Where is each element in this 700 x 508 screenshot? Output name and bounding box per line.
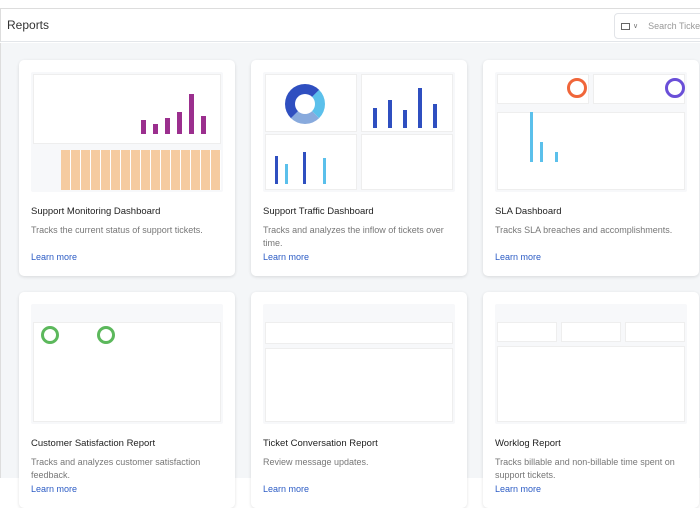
card-title: Support Traffic Dashboard [263,206,374,217]
search-box[interactable]: ∨ Search Tickets [614,13,700,39]
card-description: Review message updates. [263,457,369,467]
learn-more-link[interactable]: Learn more [495,252,542,262]
learn-more-link[interactable]: Learn more [31,252,78,262]
module-icon[interactable] [621,22,630,30]
page-title: Reports [7,18,50,32]
thumbnail [263,72,455,192]
card-title: SLA Dashboard [495,206,562,217]
card-description: Tracks and analyzes the inflow of ticket… [263,225,444,248]
card-description: Tracks and analyzes customer satisfactio… [31,457,201,480]
card-description: Tracks billable and non-billable time sp… [495,457,675,480]
report-card-worklog[interactable]: Worklog Report Tracks billable and non-b… [483,292,699,508]
card-description: Tracks the current status of support tic… [31,225,203,235]
card-title: Worklog Report [495,438,561,449]
card-title: Customer Satisfaction Report [31,438,156,449]
report-card-sla[interactable]: SLA Dashboard Tracks SLA breaches and ac… [483,60,699,276]
thumbnail [263,304,455,424]
report-card-ticket-conversation[interactable]: Ticket Conversation Report Review messag… [251,292,467,508]
chevron-down-icon[interactable]: ∨ [633,23,639,30]
report-card-customer-satisfaction[interactable]: Customer Satisfaction Report Tracks and … [19,292,235,508]
reports-grid: Support Monitoring Dashboard Tracks the … [0,43,700,508]
learn-more-link[interactable]: Learn more [263,484,310,494]
card-description: Tracks SLA breaches and accomplishments. [495,225,673,235]
card-title: Ticket Conversation Report [263,438,378,449]
thumbnail [495,72,687,192]
header: Reports ∨ Search Tickets [0,8,700,42]
learn-more-link[interactable]: Learn more [31,484,78,494]
learn-more-link[interactable]: Learn more [263,252,310,262]
thumbnail [31,72,223,192]
card-title: Support Monitoring Dashboard [31,206,161,217]
report-card-support-traffic[interactable]: Support Traffic Dashboard Tracks and ana… [251,60,467,276]
report-card-support-monitoring[interactable]: Support Monitoring Dashboard Tracks the … [19,60,235,276]
thumbnail [495,304,687,424]
search-input[interactable]: Search Tickets [648,21,700,31]
thumbnail [31,304,223,424]
learn-more-link[interactable]: Learn more [495,484,542,494]
